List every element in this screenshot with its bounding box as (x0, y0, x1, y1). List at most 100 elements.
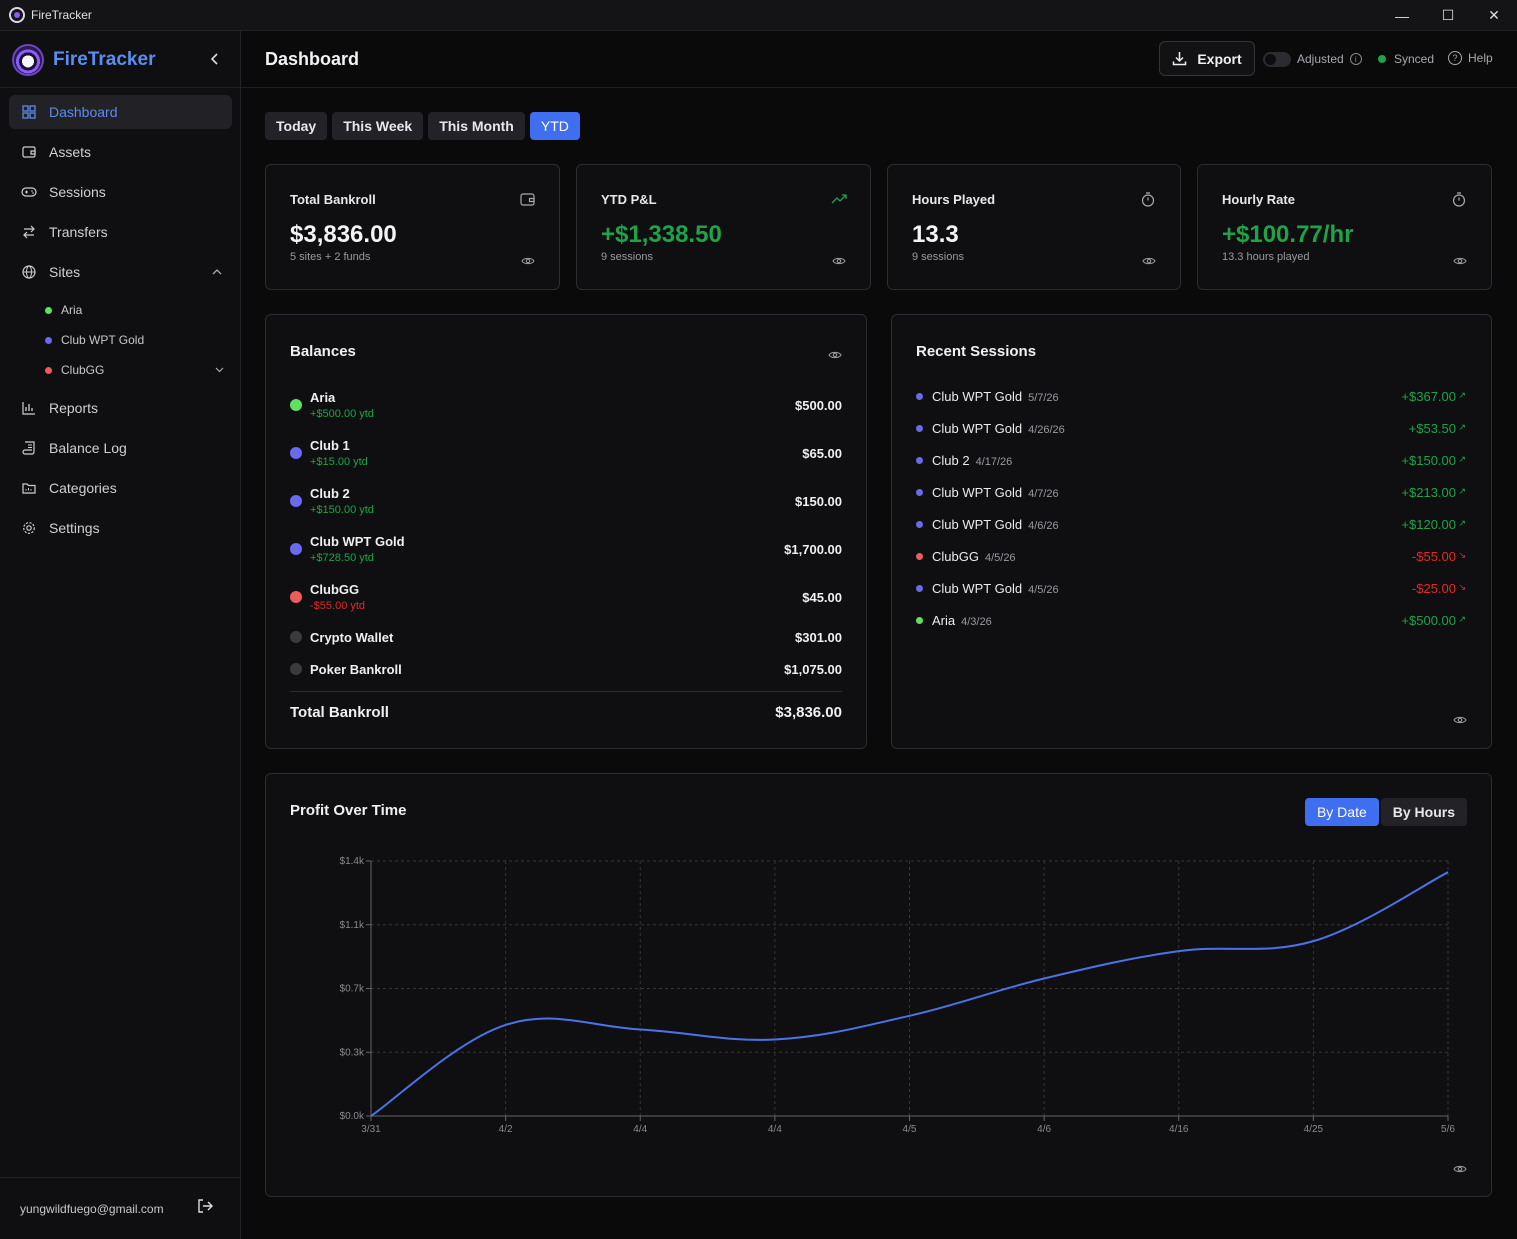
maximize-button[interactable]: ☐ (1425, 0, 1471, 31)
sidebar-item-label: Settings (49, 520, 100, 536)
tab-today[interactable]: Today (265, 112, 328, 140)
chevron-up-icon (212, 266, 222, 278)
balance-value: $65.00 (802, 446, 842, 461)
app-icon (9, 7, 25, 23)
x-tick-label: 4/6 (1037, 1124, 1051, 1135)
sidebar-item-balance-log[interactable]: Balance Log (9, 431, 232, 465)
session-row[interactable]: Club WPT Gold 4/5/26 -$25.00 ↘ (916, 580, 1466, 600)
wallet-icon (21, 144, 37, 160)
session-date: 4/3/26 (961, 616, 992, 628)
session-color-dot (916, 553, 923, 560)
session-row[interactable]: Club WPT Gold 4/7/26 +$213.00 ↗ (916, 484, 1466, 504)
info-icon[interactable]: i (1349, 53, 1362, 65)
eye-icon[interactable] (1453, 712, 1467, 724)
sidebar-item-sessions[interactable]: Sessions (9, 175, 232, 209)
eye-icon[interactable] (521, 253, 535, 265)
session-row[interactable]: Club WPT Gold 5/7/26 +$367.00 ↗ (916, 388, 1466, 408)
arrow-down-right-icon: ↘ (1458, 550, 1466, 560)
session-date: 4/26/26 (1028, 424, 1065, 436)
x-tick-label: 4/4 (768, 1124, 782, 1135)
sync-status: Synced (1378, 52, 1434, 66)
sidebar-item-sites[interactable]: Sites (9, 255, 232, 289)
by-date-button[interactable]: By Date (1304, 798, 1379, 826)
eye-icon[interactable] (1453, 1161, 1467, 1173)
sidebar-item-dashboard[interactable]: Dashboard (9, 95, 232, 129)
sidebar-item-label: Transfers (49, 224, 108, 240)
stat-value: +$1,338.50 (601, 221, 722, 248)
eye-icon[interactable] (1142, 253, 1156, 265)
export-button[interactable]: Export (1159, 41, 1255, 76)
brand-divider (0, 87, 240, 88)
sidebar-item-categories[interactable]: Categories (9, 471, 232, 505)
eye-icon[interactable] (1453, 253, 1467, 265)
session-row[interactable]: Club 2 4/17/26 +$150.00 ↗ (916, 452, 1466, 472)
site-color-dot (45, 306, 52, 314)
minimize-button[interactable]: — (1379, 0, 1425, 31)
session-color-dot (916, 393, 923, 400)
session-row[interactable]: Club WPT Gold 4/6/26 +$120.00 ↗ (916, 516, 1466, 536)
timer-icon (1141, 192, 1156, 207)
session-site: Club WPT Gold (932, 389, 1023, 404)
x-tick-label: 4/16 (1169, 1124, 1189, 1135)
minimize-icon: — (1395, 7, 1409, 24)
sidebar-site-aria[interactable]: Aria (9, 295, 232, 325)
tab-ytd[interactable]: YTD (529, 112, 580, 140)
balance-ytd: -$55.00 ytd (310, 600, 366, 612)
brand[interactable]: FireTracker (12, 43, 155, 77)
balance-color-dot (290, 591, 302, 603)
trending-up-icon (831, 192, 847, 207)
sidebar-item-assets[interactable]: Assets (9, 135, 232, 169)
sidebar-site-clubgg[interactable]: ClubGG (9, 355, 232, 385)
sidebar-item-settings[interactable]: Settings (9, 511, 232, 545)
stat-card-ytd-pnl: YTD P&L +$1,338.50 9 sessions (576, 164, 871, 290)
session-date: 4/17/26 (975, 456, 1013, 468)
x-tick-label: 4/25 (1304, 1124, 1324, 1135)
balance-value: $45.00 (802, 590, 842, 605)
session-amount: +$367.00 (1401, 389, 1456, 404)
sidebar-item-label: Assets (49, 144, 92, 160)
session-amount: +$120.00 (1401, 517, 1456, 532)
sidebar-item-reports[interactable]: Reports (9, 391, 232, 425)
session-date: 4/7/26 (1028, 488, 1059, 500)
timer-icon (1452, 192, 1467, 207)
stat-subtext: 9 sessions (601, 251, 653, 263)
help-button[interactable]: ? Help (1448, 51, 1493, 65)
bar-chart-icon (21, 400, 37, 416)
balance-name: Club 2 (310, 486, 350, 501)
chevron-down-icon[interactable] (215, 365, 224, 376)
session-row[interactable]: Aria 4/3/26 +$500.00 ↗ (916, 612, 1466, 632)
sidebar-site-club-wpt-gold[interactable]: Club WPT Gold (9, 325, 232, 355)
stat-title: Hours Played (912, 192, 996, 207)
close-button[interactable]: ✕ (1471, 0, 1517, 31)
tab-this-week[interactable]: This Week (332, 112, 424, 140)
session-site: Aria (932, 613, 956, 628)
eye-icon[interactable] (828, 347, 842, 359)
arrow-up-right-icon: ↗ (1458, 518, 1466, 528)
adjusted-toggle[interactable] (1263, 52, 1291, 67)
session-color-dot (916, 585, 923, 592)
stat-title: Hourly Rate (1222, 192, 1295, 207)
session-amount: +$150.00 (1401, 453, 1456, 468)
session-row[interactable]: ClubGG 4/5/26 -$55.00 ↘ (916, 548, 1466, 568)
tab-this-month[interactable]: This Month (428, 112, 525, 140)
recent-sessions-title: Recent Sessions (916, 343, 1037, 360)
transfer-icon (21, 224, 37, 240)
stat-title: Total Bankroll (290, 192, 376, 207)
sidebar-item-transfers[interactable]: Transfers (9, 215, 232, 249)
profit-series-line (370, 871, 1449, 1117)
by-hours-button[interactable]: By Hours (1380, 798, 1467, 826)
session-row[interactable]: Club WPT Gold 4/26/26 +$53.50 ↗ (916, 420, 1466, 440)
adjusted-label-group: Adjusted i (1297, 52, 1362, 66)
x-tick-label: 4/2 (499, 1124, 513, 1135)
collapse-sidebar-button[interactable] (205, 49, 225, 69)
arrow-up-right-icon: ↗ (1458, 486, 1466, 496)
y-tick-label: $1.4k (340, 856, 365, 867)
session-color-dot (916, 457, 923, 464)
y-tick-label: $0.0k (340, 1111, 365, 1122)
arrow-up-right-icon: ↗ (1458, 614, 1466, 624)
eye-icon[interactable] (832, 253, 846, 265)
folder-icon (21, 480, 37, 496)
logout-icon[interactable] (197, 1198, 215, 1216)
balance-name: Club WPT Gold (310, 534, 405, 549)
session-amount: +$53.50 (1408, 421, 1456, 436)
